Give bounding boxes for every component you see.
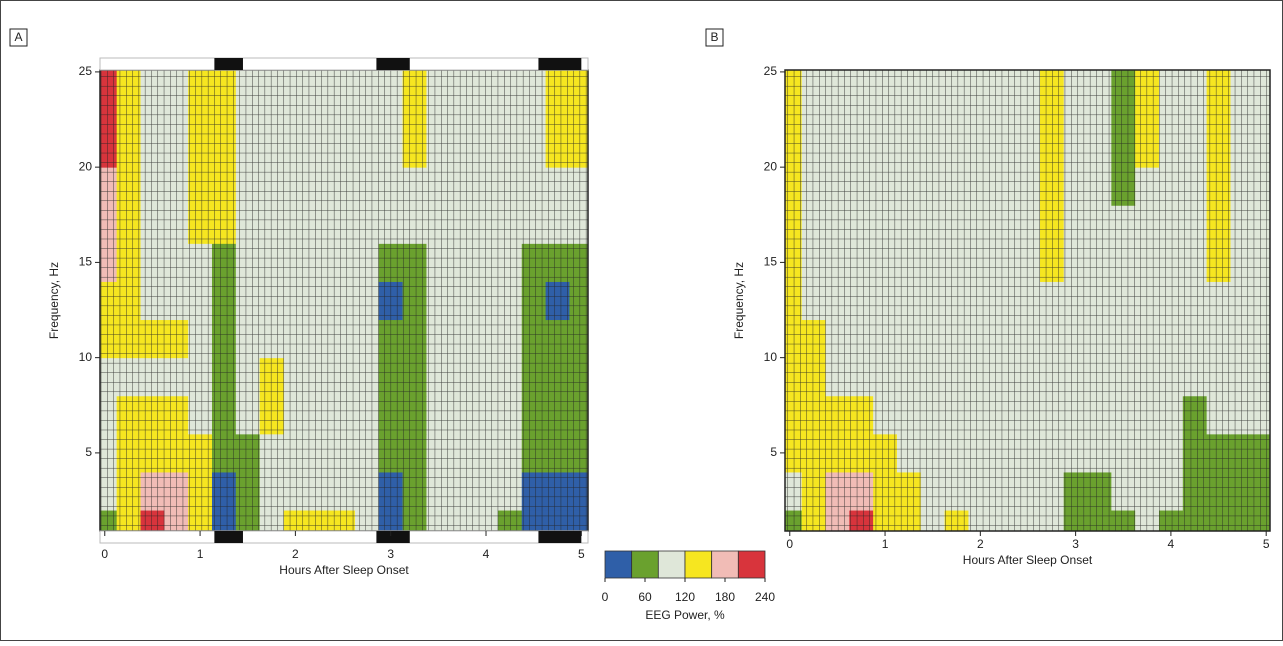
x-tick-label: 1 <box>197 547 204 561</box>
stage-bar <box>214 531 243 543</box>
stage-bar <box>214 58 243 70</box>
y-axis-label: Frequency, Hz <box>47 262 61 339</box>
y-tick-label: 25 <box>764 64 778 78</box>
y-tick-label: 10 <box>79 350 93 364</box>
y-tick-label: 5 <box>770 445 777 459</box>
stage-strip <box>99 530 589 544</box>
x-tick-label: 3 <box>387 547 394 561</box>
y-axis-label: Frequency, Hz <box>732 262 746 339</box>
stage-bar <box>376 531 410 543</box>
mesh <box>785 70 1270 531</box>
plot-border <box>784 69 1271 532</box>
panel-label: A <box>14 30 22 44</box>
stage-bar <box>538 531 582 543</box>
colorbar-tick-label: 60 <box>638 590 652 604</box>
colorbar-tick-label: 240 <box>755 590 775 604</box>
colorbar-swatch <box>737 550 766 579</box>
colorbar-tick-label: 180 <box>715 590 735 604</box>
y-tick-label: 5 <box>85 445 92 459</box>
stage-bar <box>538 58 582 70</box>
x-tick-label: 1 <box>882 537 889 551</box>
x-tick-label: 0 <box>786 537 793 551</box>
x-tick-label: 4 <box>1168 537 1175 551</box>
colorbar-swatch <box>631 550 659 579</box>
x-tick-label: 0 <box>101 547 108 561</box>
y-tick-label: 15 <box>79 255 93 269</box>
panel-label-box <box>9 28 28 47</box>
y-tick-label: 20 <box>764 159 778 173</box>
x-tick-label: 2 <box>292 547 299 561</box>
heatmap <box>100 70 588 531</box>
x-axis-label: Hours After Sleep Onset <box>279 563 409 577</box>
y-tick-label: 10 <box>764 350 778 364</box>
colorbar-tick-label: 120 <box>675 590 695 604</box>
heatmap <box>785 70 1270 531</box>
x-tick-label: 5 <box>578 547 585 561</box>
panel-label-box <box>705 28 724 47</box>
mesh <box>100 70 588 531</box>
colorbar-swatch <box>604 550 633 579</box>
colorbar-swatch <box>684 550 713 579</box>
x-tick-label: 2 <box>977 537 984 551</box>
stage-strip <box>99 57 589 71</box>
y-tick-label: 20 <box>79 159 93 173</box>
colorbar-swatch <box>657 550 686 579</box>
colorbar-tick-label: 0 <box>602 590 609 604</box>
y-tick-label: 15 <box>764 255 778 269</box>
panel-label: B <box>710 30 718 44</box>
x-tick-label: 3 <box>1072 537 1079 551</box>
colorbar-swatch <box>711 550 739 579</box>
x-tick-label: 4 <box>483 547 490 561</box>
y-tick-label: 25 <box>79 64 93 78</box>
stage-bar <box>376 58 410 70</box>
colorbar-label: EEG Power, % <box>645 608 725 622</box>
x-tick-label: 5 <box>1263 537 1270 551</box>
x-axis-label: Hours After Sleep Onset <box>963 553 1093 567</box>
